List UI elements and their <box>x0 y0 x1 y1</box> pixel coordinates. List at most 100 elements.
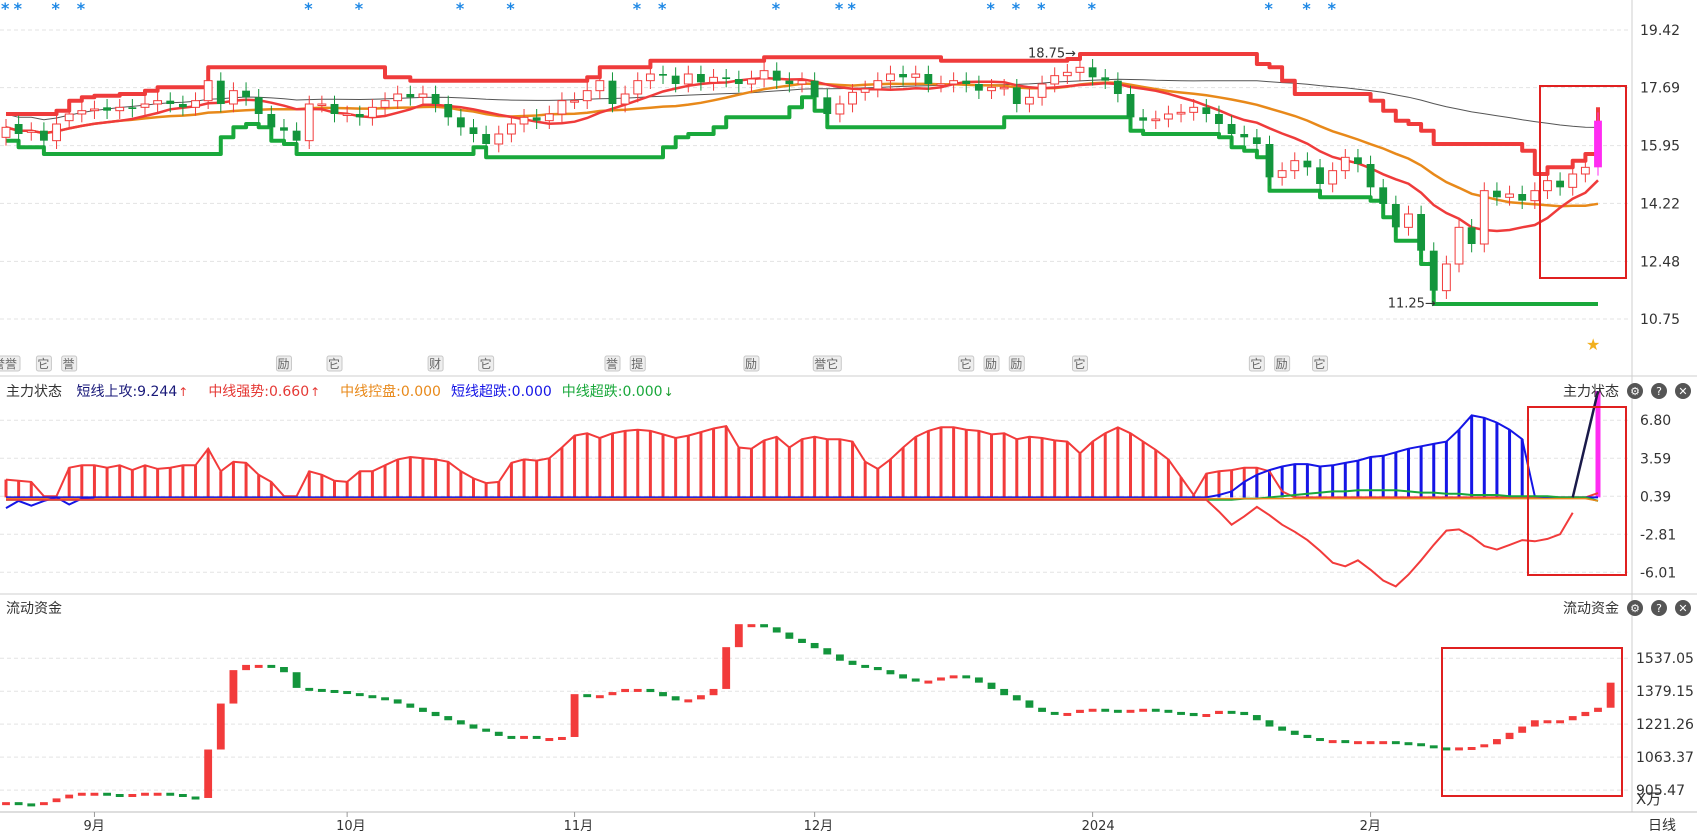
candle-body <box>620 93 630 105</box>
event-marker-label: 励 <box>277 357 289 371</box>
flow-bar <box>1290 730 1299 735</box>
flow-bar <box>1063 712 1072 716</box>
event-marker-label: 它 <box>480 356 492 371</box>
candle-body <box>949 80 959 85</box>
close-icon[interactable]: ✕ <box>1675 600 1691 616</box>
candle-body <box>1277 170 1287 178</box>
flow-bar <box>798 638 806 643</box>
event-marker-box <box>1008 355 1025 372</box>
candle-body <box>1543 180 1552 192</box>
flow-bar <box>1000 688 1009 696</box>
candle-body <box>823 97 832 114</box>
event-marker-label: 提 <box>631 356 643 371</box>
event-marker-box <box>427 355 444 372</box>
y-tick-label: 3.59 <box>1640 451 1671 467</box>
candle-body <box>304 103 314 142</box>
flow-bar <box>734 624 743 648</box>
period-label[interactable]: 日线 <box>1648 818 1676 834</box>
flow-bar <box>419 707 427 712</box>
candle-body <box>860 88 870 93</box>
candle-body <box>1530 190 1540 202</box>
legend-item: 中线超跌:0.000↓ <box>561 384 674 400</box>
flow-bar <box>1391 741 1400 745</box>
event-marker-box <box>1274 355 1291 372</box>
candle-body <box>1328 170 1338 185</box>
candle-body <box>1252 137 1261 144</box>
candle-body <box>1493 190 1501 198</box>
flow-bar <box>1556 720 1565 724</box>
flow-bar <box>482 728 491 732</box>
flow-bar <box>1543 720 1552 724</box>
flow-bar <box>646 688 655 693</box>
candle-body <box>734 79 743 84</box>
close-icon[interactable]: ✕ <box>1675 383 1691 399</box>
candle-body <box>557 100 567 115</box>
candle-body <box>178 104 187 108</box>
mid-panel-right-title: 主力状态 <box>1563 384 1619 400</box>
event-marker-box <box>629 355 646 372</box>
flow-bar <box>115 794 124 798</box>
candle-body <box>115 106 125 112</box>
candle-body <box>330 104 339 114</box>
candle-body <box>367 106 377 118</box>
strength-line <box>5 424 1599 499</box>
event-marker-label: 它 <box>960 356 972 371</box>
candle-body <box>1088 67 1097 78</box>
event-marker-label: 励 <box>985 357 997 371</box>
flow-bar <box>1113 709 1122 713</box>
y-tick-label: 0.39 <box>1640 489 1671 505</box>
legend-item: 短线超跌:0.000 <box>450 384 552 400</box>
flow-bar <box>962 675 971 679</box>
flow-bar <box>406 703 415 708</box>
flow-bar <box>381 697 389 701</box>
star-marker: * <box>835 0 844 18</box>
flow-bar <box>911 678 920 682</box>
candle-body <box>759 70 769 80</box>
flow-bar <box>1101 708 1110 712</box>
legend-item: 短线上攻:9.244↑ <box>76 384 189 400</box>
flow-bar <box>520 735 528 739</box>
help-icon[interactable]: ? <box>1651 383 1667 399</box>
candle-body <box>140 103 150 108</box>
highlight-box <box>1441 647 1623 797</box>
flow-bar <box>178 794 187 798</box>
help-icon[interactable]: ? <box>1651 600 1667 616</box>
candle-body <box>431 94 440 104</box>
flow-bar <box>1455 747 1463 751</box>
flow-bar <box>1442 747 1451 751</box>
flow-bar <box>810 642 819 649</box>
candle-body <box>128 107 137 109</box>
event-marker-box <box>958 355 975 372</box>
candle-body <box>570 100 579 103</box>
candle-body <box>1580 166 1590 175</box>
candle-body <box>1075 66 1085 73</box>
flow-bar <box>633 688 642 692</box>
candle-body <box>659 74 667 76</box>
flow-bar <box>1581 711 1590 717</box>
flow-bar <box>1366 741 1375 745</box>
candle-body <box>1404 213 1413 228</box>
settings-gear-icon[interactable]: ⚙ <box>1627 383 1643 399</box>
star-marker: * <box>772 0 781 18</box>
settings-gear-icon[interactable]: ⚙ <box>1627 600 1643 616</box>
candle-body <box>1290 160 1300 172</box>
flow-bar <box>823 648 832 655</box>
candle-body <box>709 76 718 83</box>
flow-bar <box>684 699 693 703</box>
candle-body <box>39 130 48 141</box>
flow-bar <box>141 792 149 796</box>
event-marker-label: 誉 <box>606 357 618 371</box>
event-marker-label: 励 <box>1010 357 1022 371</box>
flow-bar <box>621 688 630 693</box>
flow-bar <box>747 624 756 628</box>
flow-bar <box>1177 711 1185 715</box>
flow-bar <box>937 677 945 681</box>
flow-bar <box>507 735 516 739</box>
candle-body <box>936 83 946 86</box>
star-marker: * <box>456 0 465 18</box>
event-marker-label: 励 <box>745 357 757 371</box>
flow-bar <box>39 802 48 806</box>
highlight-box <box>1527 406 1627 576</box>
flow-bar <box>1151 708 1160 712</box>
